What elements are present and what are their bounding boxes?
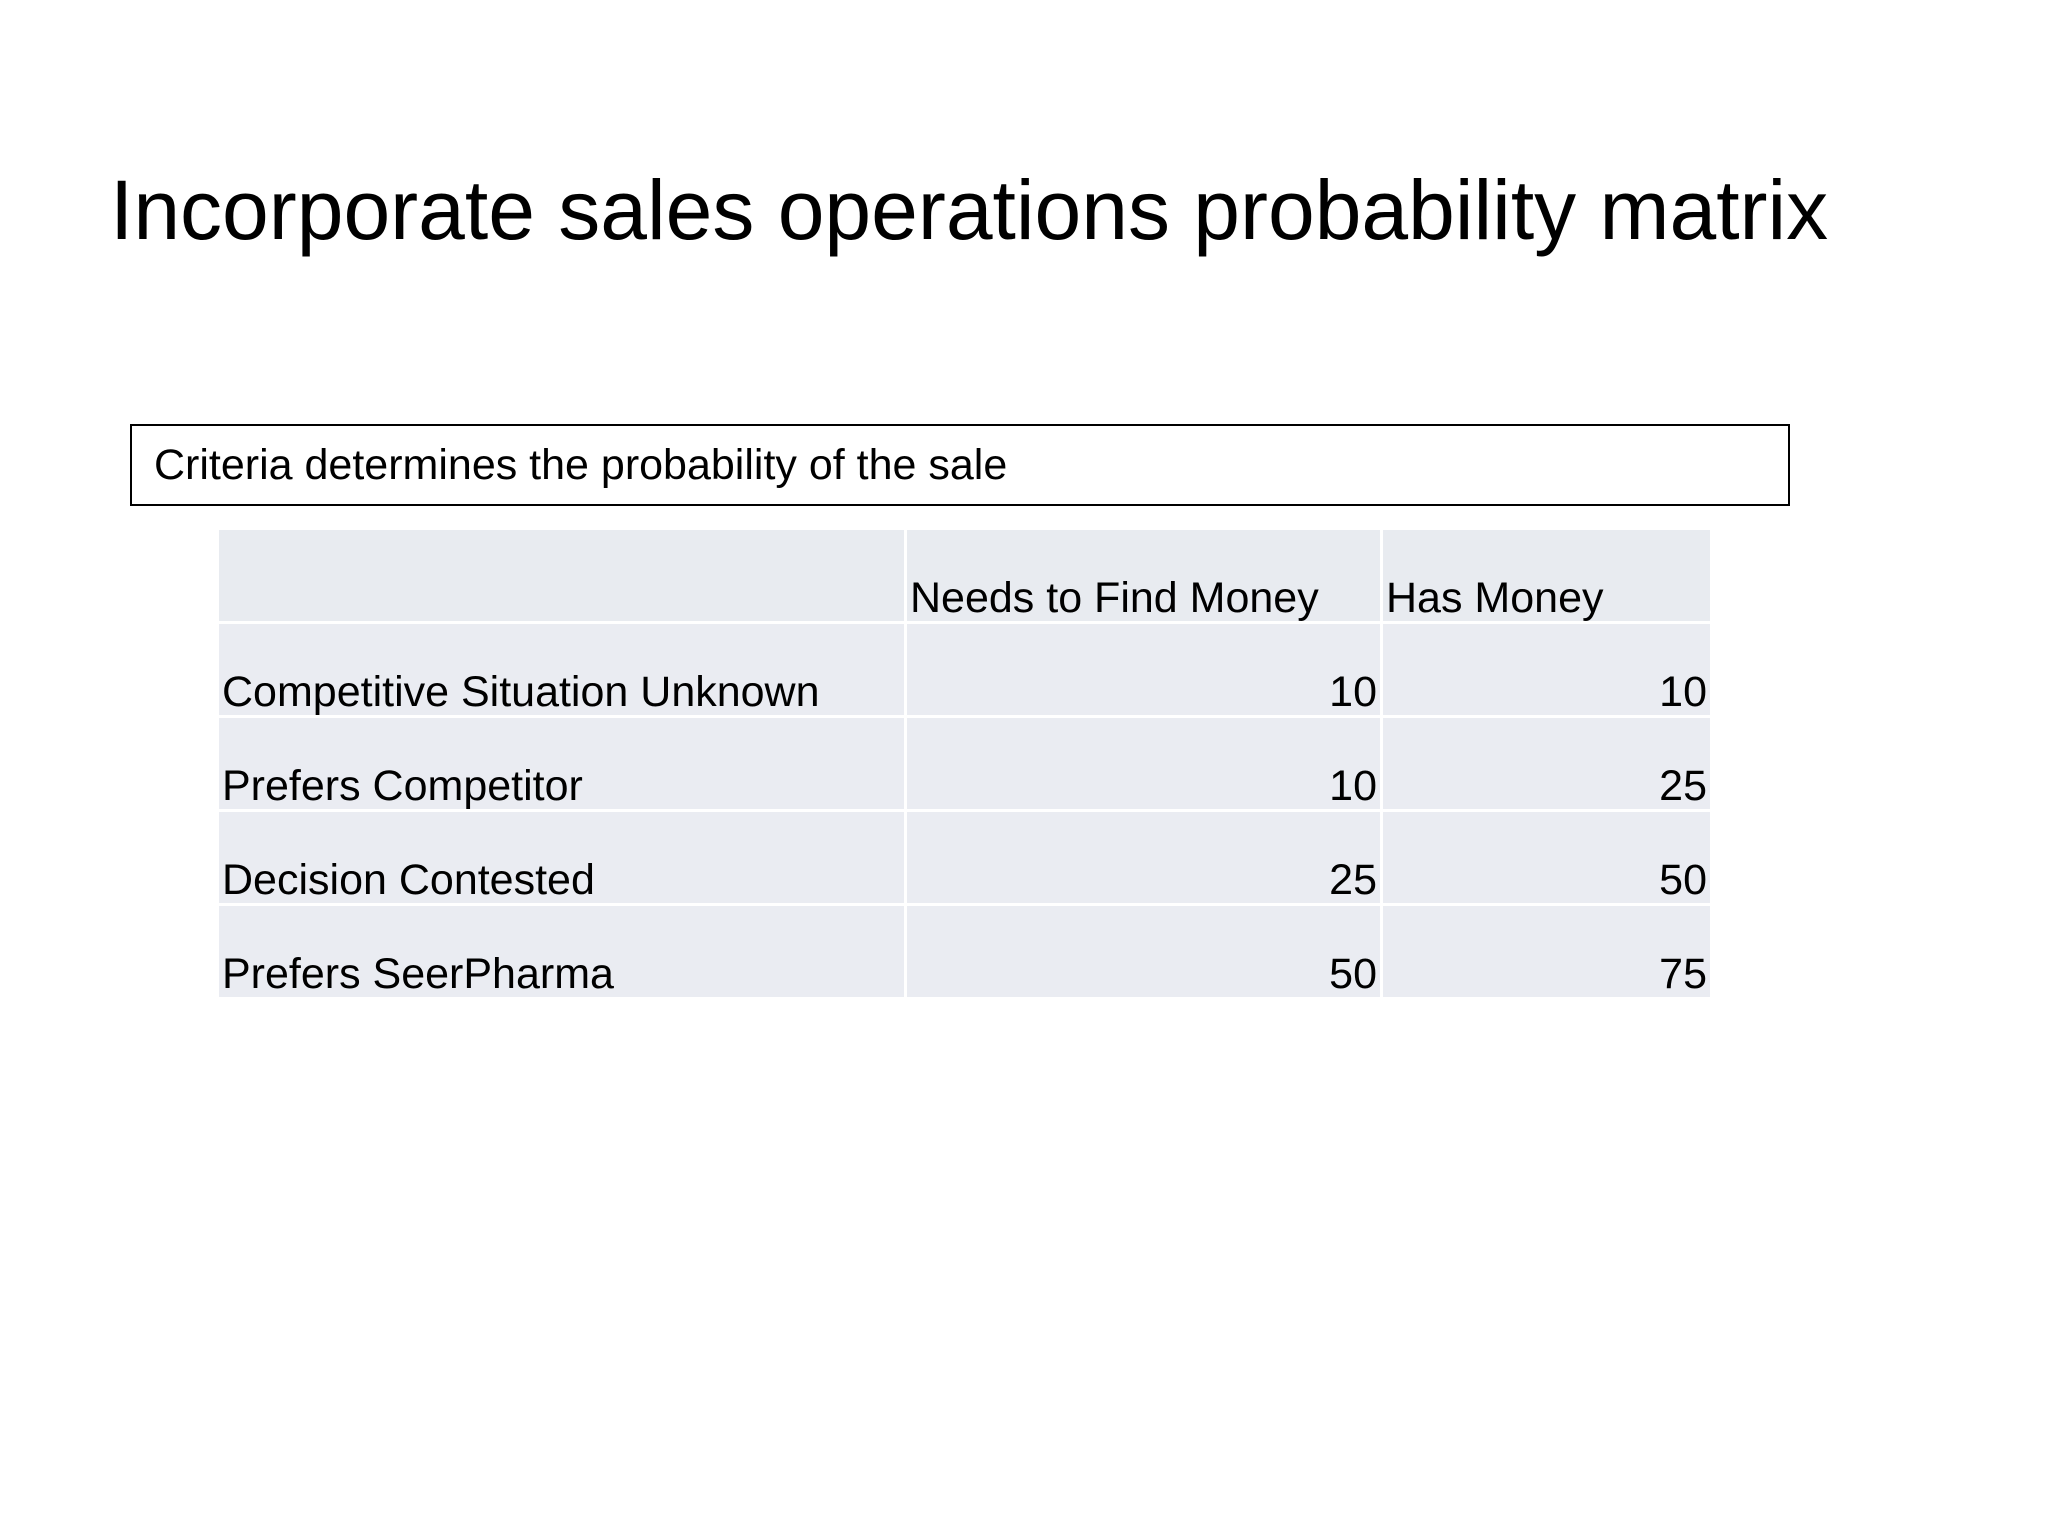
table-row: Competitive Situation Unknown 10 10 <box>219 624 1710 715</box>
slide-title: Incorporate sales operations probability… <box>110 163 1829 257</box>
row-label: Prefers SeerPharma <box>219 906 904 997</box>
header-cell-has-money: Has Money <box>1383 530 1710 621</box>
needs-to-find-money-value: 25 <box>907 812 1380 903</box>
criteria-text-box: Criteria determines the probability of t… <box>130 424 1790 506</box>
has-money-value: 50 <box>1383 812 1710 903</box>
table-row: Prefers SeerPharma 50 75 <box>219 906 1710 997</box>
row-label: Prefers Competitor <box>219 718 904 809</box>
header-cell-empty <box>219 530 904 621</box>
has-money-value: 10 <box>1383 624 1710 715</box>
header-cell-needs-to-find-money: Needs to Find Money <box>907 530 1380 621</box>
table-row: Prefers Competitor 10 25 <box>219 718 1710 809</box>
table-header-row: Needs to Find Money Has Money <box>219 530 1710 621</box>
criteria-text: Criteria determines the probability of t… <box>154 440 1008 489</box>
needs-to-find-money-value: 10 <box>907 718 1380 809</box>
row-label: Competitive Situation Unknown <box>219 624 904 715</box>
probability-matrix-table: Needs to Find Money Has Money Competitiv… <box>216 527 1713 1000</box>
has-money-value: 75 <box>1383 906 1710 997</box>
row-label: Decision Contested <box>219 812 904 903</box>
has-money-value: 25 <box>1383 718 1710 809</box>
table-row: Decision Contested 25 50 <box>219 812 1710 903</box>
needs-to-find-money-value: 10 <box>907 624 1380 715</box>
needs-to-find-money-value: 50 <box>907 906 1380 997</box>
